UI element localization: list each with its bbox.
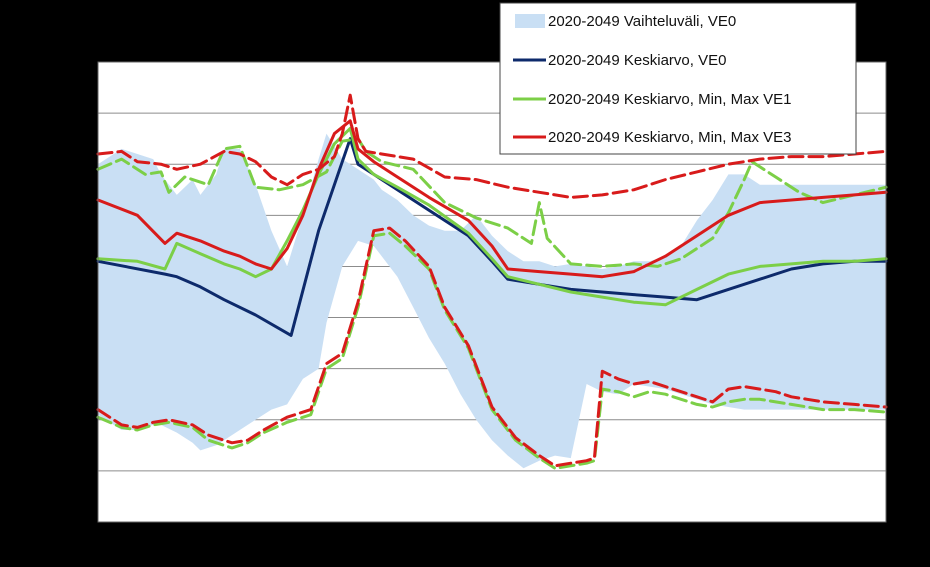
series-line-1 [96,126,888,307]
series-line-3 [96,231,888,470]
series-line-2 [96,137,888,268]
legend-label-3: 2020-2049 Keskiarvo, Min, Max VE3 [548,129,791,146]
series-line-4 [96,119,888,279]
series-line-5 [96,93,888,199]
series-line-6 [96,226,888,468]
legend-label-1: 2020-2049 Keskiarvo, VE0 [548,52,726,69]
legend-box [499,2,857,155]
plot-border [97,61,887,523]
legend: 2020-2049 Vaihteluväli, VE0 2020-2049 Kes… [499,2,857,155]
band-layer [98,133,886,469]
band-area [98,133,886,469]
legend-label-2: 2020-2049 Keskiarvo, Min, Max VE1 [548,91,791,108]
series-line-0 [96,137,888,337]
legend-label-0: 2020-2049 Vaihteluväli, VE0 [548,13,736,30]
series-layer [96,93,888,470]
legend-swatch-0 [515,14,545,28]
